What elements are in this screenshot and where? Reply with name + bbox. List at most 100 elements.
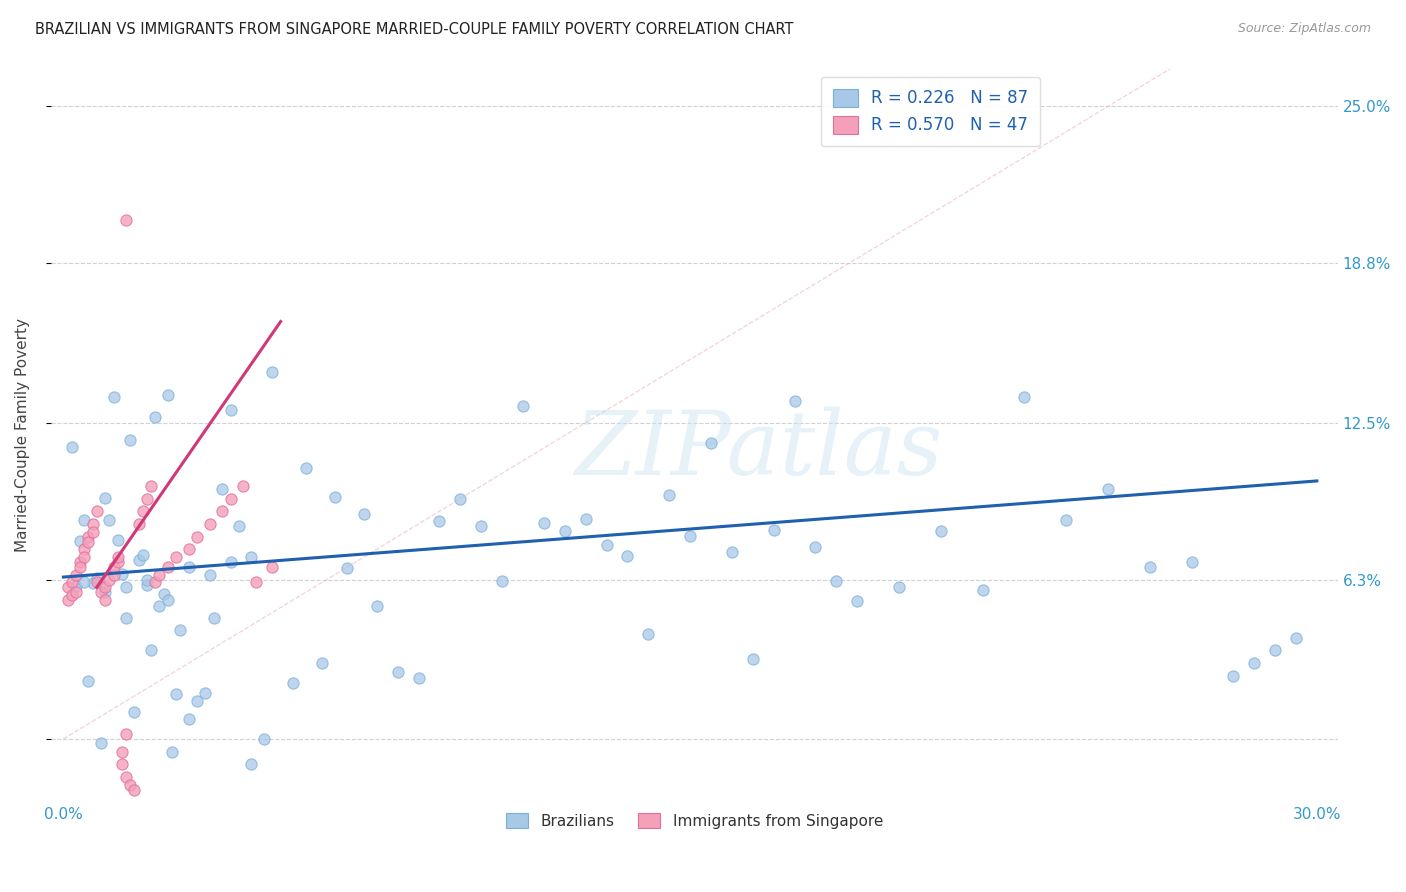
Point xyxy=(198,516,221,531)
Point xyxy=(86,504,108,518)
Point xyxy=(211,504,233,518)
Point xyxy=(211,482,233,496)
Y-axis label: Married-Couple Family Poverty: Married-Couple Family Poverty xyxy=(15,318,30,552)
Point xyxy=(73,513,96,527)
Point xyxy=(283,676,305,690)
Point xyxy=(156,388,179,402)
Point xyxy=(94,592,117,607)
Point xyxy=(408,671,430,685)
Point xyxy=(240,757,263,772)
Point xyxy=(77,530,100,544)
Point xyxy=(1285,631,1308,645)
Point xyxy=(111,567,134,582)
Point xyxy=(470,519,492,533)
Point xyxy=(721,545,744,559)
Point xyxy=(262,365,284,379)
Point xyxy=(103,560,125,574)
Point xyxy=(82,524,104,539)
Point xyxy=(186,694,208,708)
Point xyxy=(1054,513,1077,527)
Point xyxy=(65,567,87,582)
Point xyxy=(69,555,91,569)
Point xyxy=(60,588,83,602)
Point xyxy=(825,574,848,588)
Point xyxy=(143,575,166,590)
Text: BRAZILIAN VS IMMIGRANTS FROM SINGAPORE MARRIED-COUPLE FAMILY POVERTY CORRELATION: BRAZILIAN VS IMMIGRANTS FROM SINGAPORE M… xyxy=(35,22,793,37)
Point xyxy=(148,599,170,613)
Point xyxy=(90,737,112,751)
Point xyxy=(387,665,409,680)
Point xyxy=(1222,669,1244,683)
Point xyxy=(156,592,179,607)
Point xyxy=(115,611,138,625)
Text: ZIPatlas: ZIPatlas xyxy=(575,407,943,493)
Point xyxy=(115,727,138,741)
Point xyxy=(449,491,471,506)
Point xyxy=(169,624,191,638)
Point xyxy=(103,567,125,582)
Text: Source: ZipAtlas.com: Source: ZipAtlas.com xyxy=(1237,22,1371,36)
Point xyxy=(73,575,96,590)
Point xyxy=(156,560,179,574)
Point xyxy=(107,549,129,564)
Point xyxy=(1264,643,1286,657)
Point xyxy=(512,400,534,414)
Point xyxy=(56,592,79,607)
Point xyxy=(186,530,208,544)
Point xyxy=(575,512,598,526)
Point xyxy=(69,533,91,548)
Point xyxy=(124,705,146,719)
Point xyxy=(143,409,166,424)
Point xyxy=(240,549,263,564)
Point xyxy=(253,731,276,746)
Point xyxy=(60,575,83,590)
Point xyxy=(73,542,96,557)
Point xyxy=(136,573,159,587)
Point xyxy=(86,571,108,585)
Point xyxy=(533,516,555,531)
Point xyxy=(804,540,827,554)
Point xyxy=(846,593,869,607)
Point xyxy=(1014,390,1036,404)
Point xyxy=(262,560,284,574)
Point xyxy=(139,643,162,657)
Point xyxy=(219,403,242,417)
Point xyxy=(929,524,952,538)
Point xyxy=(124,782,146,797)
Point xyxy=(353,507,375,521)
Point xyxy=(65,585,87,599)
Point xyxy=(98,513,121,527)
Point xyxy=(107,555,129,569)
Point xyxy=(762,523,785,537)
Point xyxy=(219,491,242,506)
Point xyxy=(136,577,159,591)
Point xyxy=(1243,656,1265,670)
Point xyxy=(115,580,138,594)
Point xyxy=(128,516,150,531)
Point xyxy=(700,436,723,450)
Point xyxy=(152,586,174,600)
Point xyxy=(491,574,513,588)
Point xyxy=(148,567,170,582)
Point xyxy=(65,579,87,593)
Point xyxy=(82,516,104,531)
Point xyxy=(128,553,150,567)
Point xyxy=(616,549,638,563)
Point xyxy=(177,712,200,726)
Point xyxy=(120,778,142,792)
Point xyxy=(1097,482,1119,496)
Point xyxy=(177,542,200,557)
Point xyxy=(115,770,138,784)
Point xyxy=(73,549,96,564)
Point xyxy=(165,687,187,701)
Point xyxy=(887,580,910,594)
Point xyxy=(366,599,388,614)
Point xyxy=(136,491,159,506)
Point xyxy=(90,585,112,599)
Point xyxy=(77,534,100,549)
Point xyxy=(311,656,333,670)
Point xyxy=(103,391,125,405)
Point xyxy=(107,533,129,548)
Point xyxy=(132,548,155,562)
Point xyxy=(741,652,763,666)
